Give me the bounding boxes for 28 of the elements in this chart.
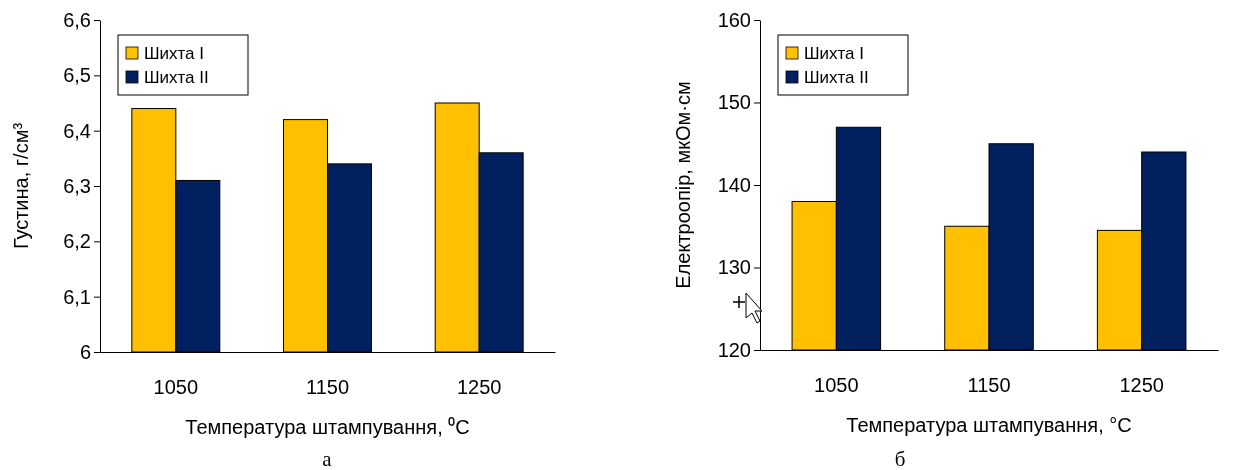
- y-tick-label: 6,5: [63, 64, 91, 87]
- legend-label: Шихта I: [144, 44, 204, 63]
- y-axis-title: Електроопір, мкОм·см: [672, 81, 694, 289]
- text: б: [894, 447, 906, 470]
- y-tick-label: 130: [717, 256, 751, 279]
- y-tick-label: 140: [717, 173, 751, 196]
- x-tick-label: 1050: [814, 374, 859, 397]
- y-tick-label: 6,6: [63, 8, 91, 31]
- y-tick-label: 150: [717, 91, 751, 114]
- y-tick-label: 6: [79, 340, 91, 363]
- x-tick-label: 1150: [967, 374, 1011, 397]
- y-tick-label: 6,1: [63, 285, 91, 308]
- legend-label: Шихта I: [804, 44, 864, 63]
- y-tick-label: 120: [717, 338, 751, 361]
- legend-label: Шихта II: [144, 68, 209, 87]
- x-axis-title: Температура штампування, ⁰C: [185, 416, 470, 438]
- text: а: [322, 447, 333, 470]
- x-tick-label: 1250: [1119, 374, 1164, 397]
- x-tick-label: 1250: [456, 376, 502, 399]
- x-axis-title: Температура штампування, °C: [846, 414, 1132, 436]
- x-tick-label: 1150: [305, 376, 350, 399]
- y-tick-label: 6,4: [63, 119, 91, 142]
- y-tick-label: 6,3: [63, 174, 91, 197]
- legend-label: Шихта II: [804, 68, 869, 87]
- y-axis-title: Густина, г/см³: [10, 122, 32, 250]
- x-tick-label: 1050: [153, 376, 199, 399]
- y-tick-label: 160: [717, 8, 751, 31]
- y-tick-label: 6,2: [63, 230, 91, 253]
